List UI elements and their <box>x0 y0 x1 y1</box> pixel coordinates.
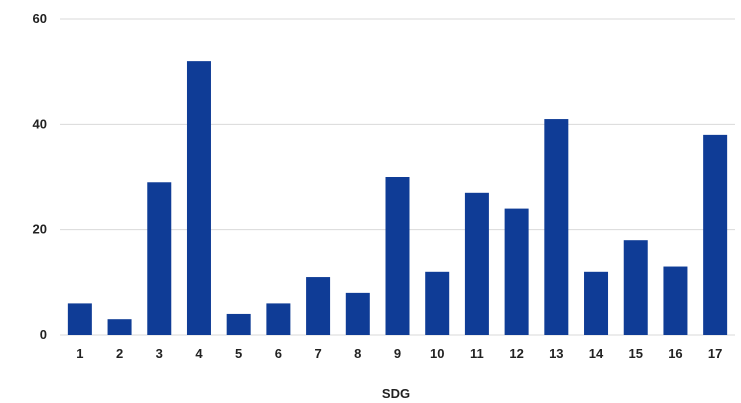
bar-sdg-2 <box>107 319 132 335</box>
bar-sdg-8 <box>345 292 370 335</box>
x-tick-label: 3 <box>156 346 163 361</box>
bar-sdg-4 <box>186 61 211 336</box>
y-tick-label: 60 <box>33 11 47 26</box>
x-tick-label: 17 <box>708 346 722 361</box>
bar-sdg-16 <box>663 266 688 335</box>
x-tick-label: 12 <box>509 346 523 361</box>
x-tick-label: 10 <box>430 346 444 361</box>
x-tick-label: 14 <box>589 346 604 361</box>
x-tick-label: 15 <box>629 346 643 361</box>
y-axis-ticks: 0 20 40 60 <box>33 11 47 342</box>
y-tick-label: 0 <box>40 327 47 342</box>
x-tick-label: 1 <box>76 346 83 361</box>
bar-sdg-9 <box>385 177 410 335</box>
y-tick-label: 40 <box>33 116 47 131</box>
y-tick-label: 20 <box>33 222 47 237</box>
bar-sdg-11 <box>464 192 489 335</box>
x-tick-label: 16 <box>668 346 682 361</box>
bar-sdg-10 <box>425 271 450 335</box>
bar-sdg-3 <box>147 182 172 335</box>
bar-sdg-17 <box>703 134 728 335</box>
x-tick-label: 9 <box>394 346 401 361</box>
x-tick-label: 11 <box>470 346 484 361</box>
x-tick-label: 7 <box>314 346 321 361</box>
bar-sdg-5 <box>226 313 251 335</box>
x-tick-label: 4 <box>195 346 203 361</box>
x-tick-label: 13 <box>549 346 563 361</box>
x-tick-label: 8 <box>354 346 361 361</box>
bar-sdg-12 <box>504 208 529 335</box>
bar-sdg-1 <box>67 303 92 335</box>
bar-sdg-13 <box>544 119 569 335</box>
x-axis-ticks: 1 2 3 4 5 6 7 8 9 10 11 12 13 14 15 16 17 <box>76 346 722 361</box>
bar-sdg-7 <box>306 277 331 335</box>
x-tick-label: 5 <box>235 346 242 361</box>
bar-sdg-15 <box>623 240 648 335</box>
x-tick-label: 2 <box>116 346 123 361</box>
bars <box>67 61 728 336</box>
x-axis-title: SDG <box>382 386 410 401</box>
x-tick-label: 6 <box>275 346 282 361</box>
bar-sdg-14 <box>584 271 609 335</box>
bar-sdg-6 <box>266 303 291 335</box>
